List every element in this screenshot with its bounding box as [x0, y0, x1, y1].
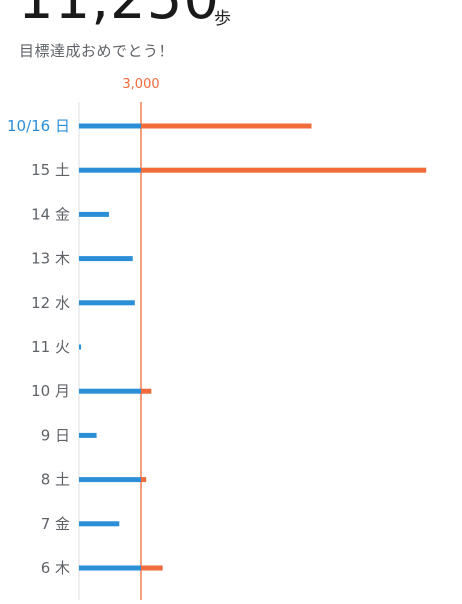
bar-below-goal: [79, 123, 141, 129]
day-label: 8 土: [41, 471, 70, 489]
bar-below-goal: [79, 521, 120, 527]
steps-unit-label: 歩: [214, 9, 231, 29]
day-label: 15 土: [31, 161, 70, 179]
total-steps-value: 11,250: [18, 0, 220, 28]
bar-below-goal: [79, 477, 141, 483]
day-label: 7 金: [41, 515, 70, 533]
day-label: 10/16 日: [7, 117, 70, 135]
bar-below-goal: [79, 167, 141, 173]
bar-below-goal: [79, 388, 141, 394]
day-label: 11 火: [31, 338, 70, 356]
day-label: 10 月: [31, 382, 70, 400]
bar-below-goal: [79, 565, 141, 571]
daily-steps-bar-chart: 3,000 10/16 日 15 土 14 金 13 木 12 水 11 火 10 月 9 日 8…: [7, 77, 427, 600]
goal-label: 3,000: [122, 77, 159, 92]
day-label: 12 水: [31, 294, 70, 312]
bar-below-goal: [79, 211, 109, 217]
bar-below-goal: [79, 256, 133, 262]
bar-above-goal: [141, 388, 152, 394]
bar-below-goal: [79, 344, 82, 350]
day-label: 6 木: [41, 559, 70, 577]
day-label: 9 日: [41, 426, 70, 444]
day-label: 13 木: [31, 250, 70, 268]
bar-above-goal: [141, 123, 312, 129]
bar-below-goal: [79, 432, 97, 438]
bar-above-goal: [141, 565, 163, 571]
summary-header: 11,250 歩 目標達成おめでとう！: [0, 0, 462, 70]
bar-above-goal: [141, 167, 427, 173]
day-label: 14 金: [31, 205, 70, 223]
goal-achieved-message: 目標達成おめでとう！: [19, 42, 175, 60]
bar-below-goal: [79, 300, 135, 306]
bar-above-goal: [141, 477, 147, 483]
daily-steps-chart: 3,000 10/16 日 15 土 14 金 13 木 12 水 11 火 10 月 9 日 8…: [0, 70, 462, 600]
